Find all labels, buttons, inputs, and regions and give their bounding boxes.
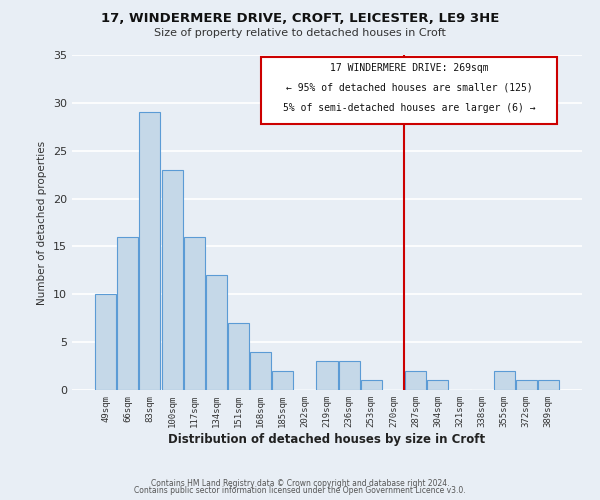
Bar — [316, 362, 338, 390]
Bar — [361, 380, 382, 390]
Bar — [95, 294, 116, 390]
Bar — [427, 380, 448, 390]
Bar — [260, 57, 557, 124]
Bar — [118, 237, 139, 390]
X-axis label: Distribution of detached houses by size in Croft: Distribution of detached houses by size … — [169, 432, 485, 446]
Text: Contains public sector information licensed under the Open Government Licence v3: Contains public sector information licen… — [134, 486, 466, 495]
Text: 5% of semi-detached houses are larger (6) →: 5% of semi-detached houses are larger (6… — [283, 104, 535, 114]
Text: Contains HM Land Registry data © Crown copyright and database right 2024.: Contains HM Land Registry data © Crown c… — [151, 478, 449, 488]
Bar — [405, 371, 426, 390]
Bar — [161, 170, 182, 390]
Bar — [228, 323, 249, 390]
Text: 17 WINDERMERE DRIVE: 269sqm: 17 WINDERMERE DRIVE: 269sqm — [329, 62, 488, 72]
Bar — [139, 112, 160, 390]
Y-axis label: Number of detached properties: Number of detached properties — [37, 140, 47, 304]
Bar — [184, 237, 205, 390]
Text: ← 95% of detached houses are smaller (125): ← 95% of detached houses are smaller (12… — [286, 83, 532, 93]
Text: 17, WINDERMERE DRIVE, CROFT, LEICESTER, LE9 3HE: 17, WINDERMERE DRIVE, CROFT, LEICESTER, … — [101, 12, 499, 26]
Bar — [494, 371, 515, 390]
Bar — [272, 371, 293, 390]
Bar — [538, 380, 559, 390]
Text: Size of property relative to detached houses in Croft: Size of property relative to detached ho… — [154, 28, 446, 38]
Bar — [338, 362, 359, 390]
Bar — [250, 352, 271, 390]
Bar — [206, 275, 227, 390]
Bar — [515, 380, 536, 390]
